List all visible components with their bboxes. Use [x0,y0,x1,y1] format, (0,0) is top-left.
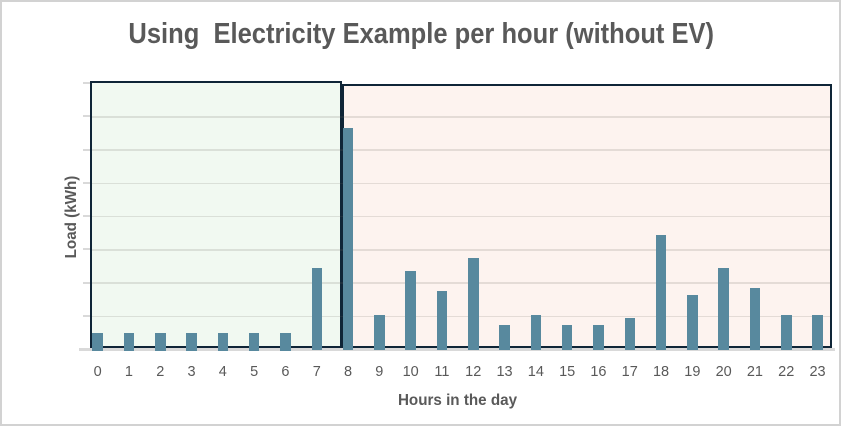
x-tick-label-7: 7 [312,364,321,380]
bar-hour-3 [186,332,197,351]
x-axis-line [79,348,835,351]
x-tick-label-16: 16 [590,364,607,380]
bar-hour-16 [593,324,604,351]
y-axis-tick [83,181,91,184]
x-tick-label-5: 5 [250,364,259,380]
gridline [92,149,830,151]
x-tick-label-12: 12 [465,364,482,380]
y-axis-tick [83,314,91,317]
gridline [92,215,830,218]
x-tick-label-3: 3 [187,364,196,380]
y-axis-tick [83,82,91,84]
x-tick-label-21: 21 [746,364,763,380]
x-tick-label-10: 10 [402,364,419,380]
bar-hour-1 [123,332,135,351]
x-tick-label-2: 2 [156,364,165,380]
bar-hour-5 [248,332,260,351]
y-axis-tick [83,281,91,284]
x-tick-label-17: 17 [621,364,638,380]
x-axis-title: Hours in the day [397,392,518,409]
x-tick-label-11: 11 [434,364,450,380]
x-tick-label-8: 8 [344,364,353,380]
bar-hour-11 [436,291,448,351]
y-axis-title: Load (kWh) [63,175,80,259]
bar-hour-23 [812,314,823,351]
y-axis-tick [83,115,91,118]
y-axis-tick [83,215,91,217]
bar-hour-14 [530,314,542,351]
x-tick-label-13: 13 [496,364,513,380]
x-tick-label-4: 4 [218,364,227,380]
chart-title: Using Electricity Example per hour (with… [128,18,715,50]
x-tick-label-9: 9 [375,364,384,380]
gridline [92,315,830,317]
bar-hour-8 [342,128,354,351]
bar-hour-18 [655,234,667,351]
x-tick-label-19: 19 [684,364,701,380]
y-axis-tick [83,148,91,151]
gridline [92,116,830,118]
bar-hour-13 [499,324,510,351]
bar-hour-21 [749,287,761,351]
x-tick-label-22: 22 [778,364,795,380]
bar-hour-20 [718,268,729,351]
x-tick-label-23: 23 [809,364,826,380]
bar-hour-22 [781,314,792,351]
y-axis-tick [83,248,91,251]
x-tick-label-0: 0 [93,364,102,380]
bar-hour-7 [311,268,322,351]
x-tick-label-18: 18 [652,364,670,380]
gridline [92,282,830,284]
bar-hour-6 [280,332,291,351]
x-tick-label-14: 14 [527,364,544,380]
bar-hour-12 [468,258,479,351]
bar-hour-0 [92,332,103,351]
gridline [92,249,830,251]
bar-hour-2 [155,332,166,351]
x-tick-label-20: 20 [715,364,732,380]
x-tick-label-1: 1 [124,364,133,380]
bar-hour-15 [561,324,573,351]
bar-hour-4 [217,332,229,351]
bar-hour-17 [624,317,635,351]
region-hours-0-to-7-band [90,81,342,348]
bar-hour-10 [405,271,416,351]
gridline [92,182,830,184]
bar-hour-19 [687,294,698,351]
bar-hour-9 [374,314,385,351]
x-tick-label-15: 15 [559,364,576,380]
x-tick-label-6: 6 [281,364,290,380]
